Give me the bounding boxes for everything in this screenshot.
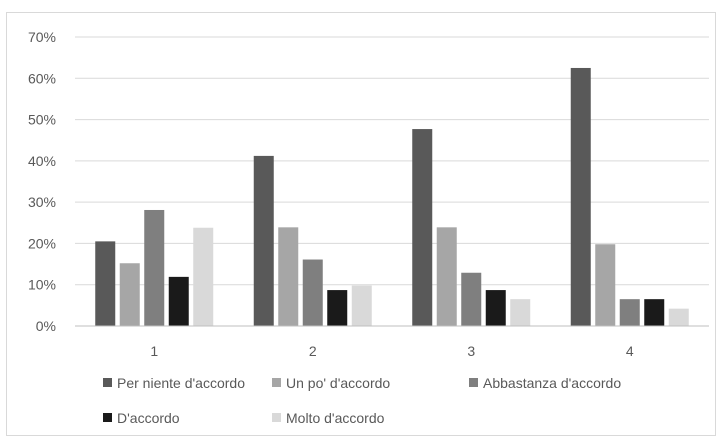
legend-swatch — [272, 413, 281, 422]
bar — [668, 308, 689, 326]
x-tick-label: 1 — [150, 343, 158, 359]
x-axis: 1 2 3 4 — [75, 325, 709, 359]
bar — [436, 227, 457, 326]
bar — [644, 299, 665, 326]
legend-label: D'accordo — [117, 410, 180, 426]
y-tick-label: 10% — [28, 277, 56, 293]
bar-chart: 0% 10% 20% 30% 40% 50% 60% 70% 1 2 3 4 Per niente … — [28, 29, 709, 426]
bar — [595, 244, 616, 326]
legend-swatch — [469, 378, 478, 387]
y-tick-label: 30% — [28, 194, 56, 210]
x-tick-label: 4 — [626, 343, 634, 359]
y-tick-label: 0% — [36, 318, 56, 334]
bar — [485, 290, 506, 326]
legend-swatch — [272, 378, 281, 387]
legend-label: Per niente d'accordo — [117, 375, 245, 391]
legend-label: Molto d'accordo — [286, 410, 385, 426]
bar — [570, 67, 591, 326]
bar — [168, 276, 189, 326]
legend-label: Un po' d'accordo — [286, 375, 390, 391]
bar — [461, 272, 482, 326]
legend-label: Abbastanza d'accordo — [483, 375, 621, 391]
bar — [351, 285, 372, 326]
x-tick-label: 3 — [467, 343, 475, 359]
bar — [619, 299, 640, 326]
y-tick-label: 20% — [28, 235, 56, 251]
y-tick-label: 40% — [28, 153, 56, 169]
y-tick-label: 70% — [28, 29, 56, 45]
bar — [510, 299, 531, 326]
bar — [144, 209, 165, 326]
chart-area: 0% 10% 20% 30% 40% 50% 60% 70% 1 2 3 4 Per niente … — [6, 12, 716, 436]
bar — [327, 290, 348, 326]
y-tick-label: 50% — [28, 112, 56, 128]
bar — [278, 227, 299, 326]
bar — [412, 129, 433, 326]
y-axis: 0% 10% 20% 30% 40% 50% 60% 70% — [28, 29, 56, 334]
legend: Per niente d'accordo Un po' d'accordo Abba… — [103, 375, 621, 426]
x-tick-label: 2 — [309, 343, 317, 359]
legend-swatch — [103, 378, 112, 387]
legend-swatch — [103, 413, 112, 422]
bar — [302, 259, 323, 326]
bar — [253, 155, 274, 326]
bar — [95, 241, 116, 326]
bar — [119, 263, 140, 326]
y-tick-label: 60% — [28, 70, 56, 86]
bars — [95, 67, 689, 326]
bar — [193, 227, 214, 326]
